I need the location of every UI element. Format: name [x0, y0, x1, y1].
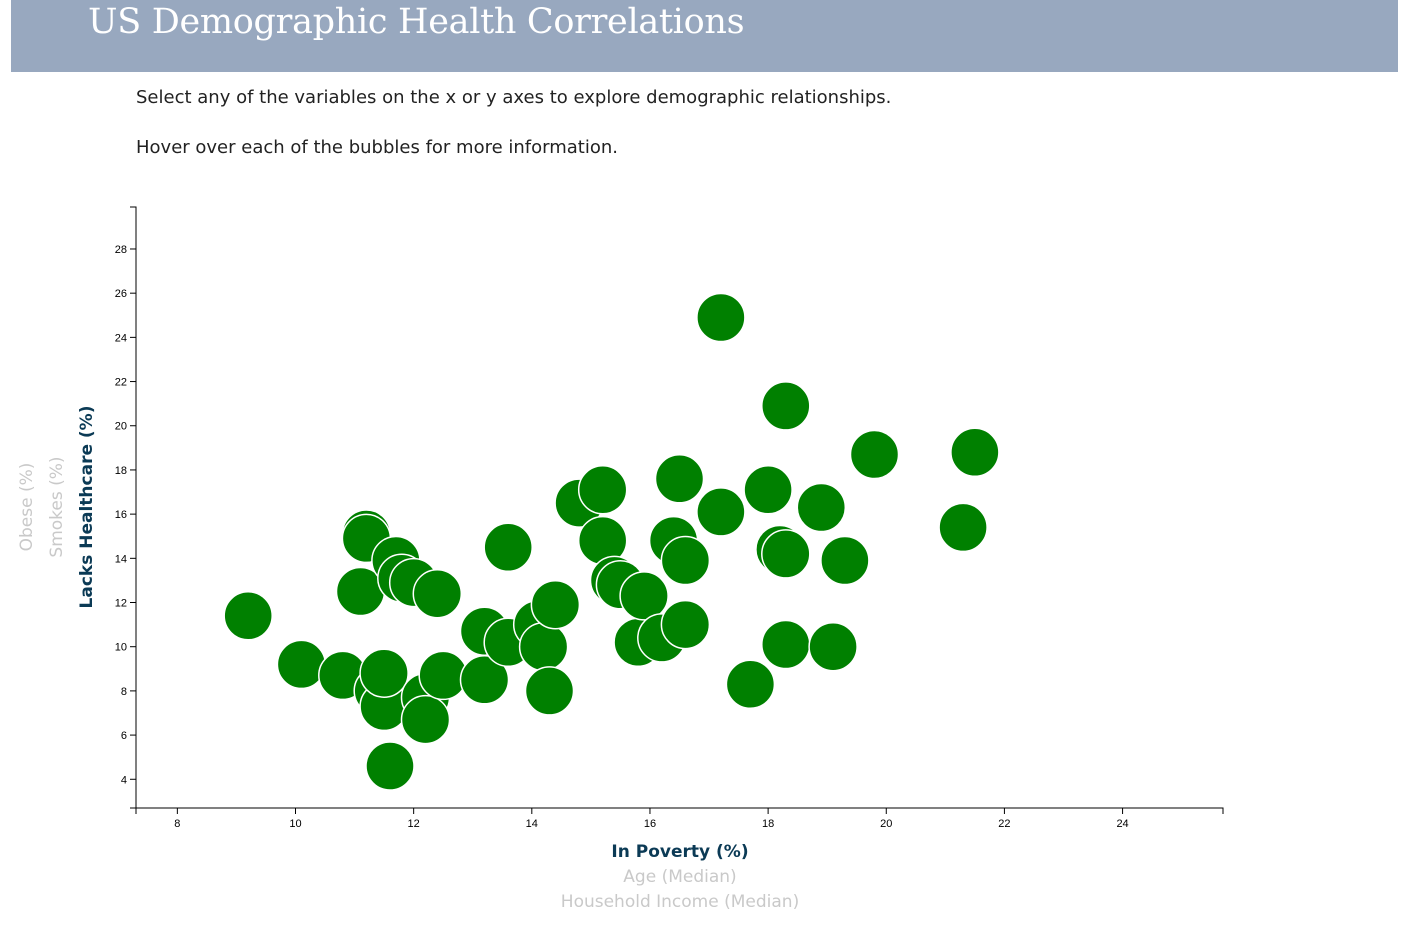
data-point[interactable] — [696, 292, 746, 343]
points-layer — [223, 292, 1000, 791]
x-axis-option[interactable]: In Poverty (%) — [611, 842, 748, 862]
y-tick-label: 16 — [115, 509, 127, 521]
data-point[interactable] — [743, 465, 793, 515]
x-axis-option[interactable]: Age (Median) — [623, 867, 736, 887]
intro-line-1: Select any of the variables on the x or … — [136, 87, 892, 108]
data-point[interactable] — [459, 655, 510, 705]
x-tick-label: 24 — [1116, 818, 1128, 830]
y-axis-labels: Lacks Healthcare (%) Smokes (%) Obese (%) — [17, 406, 97, 609]
y-tick-label: 10 — [115, 642, 127, 654]
x-axis: 8 10 12 14 16 18 20 22 24 — [135, 807, 1224, 830]
data-point[interactable] — [412, 568, 463, 619]
data-point[interactable] — [761, 619, 811, 670]
x-axis-option[interactable]: Household Income (Median) — [561, 892, 799, 912]
data-point[interactable] — [660, 599, 711, 650]
data-point[interactable] — [938, 502, 988, 553]
y-tick-label: 24 — [115, 332, 127, 344]
data-point[interactable] — [518, 621, 569, 672]
y-tick-label: 14 — [115, 553, 127, 565]
data-point[interactable] — [654, 454, 705, 504]
y-axis-line — [130, 206, 137, 809]
data-point[interactable] — [696, 487, 746, 537]
intro-line-2: Hover over each of the bubbles for more … — [136, 137, 619, 158]
data-point[interactable] — [849, 429, 900, 480]
data-point[interactable] — [418, 650, 468, 701]
y-tick-label: 28 — [115, 244, 127, 256]
data-point[interactable] — [950, 427, 1000, 478]
x-axis-labels: In Poverty (%) Age (Median) Household Inco… — [561, 842, 799, 912]
y-axis: 4 6 8 10 12 14 16 18 20 22 24 26 28 — [115, 206, 137, 809]
data-point[interactable] — [483, 522, 533, 573]
y-tick-label: 4 — [121, 774, 127, 786]
y-tick-label: 12 — [115, 598, 127, 610]
data-point[interactable] — [359, 648, 409, 698]
data-point[interactable] — [619, 571, 669, 621]
x-tick-label: 20 — [880, 818, 892, 830]
x-tick-label: 12 — [408, 818, 420, 830]
x-tick-label: 22 — [998, 818, 1010, 830]
data-point[interactable] — [660, 535, 711, 586]
data-point[interactable] — [276, 639, 327, 690]
y-tick-label: 6 — [121, 730, 127, 742]
data-point[interactable] — [725, 659, 776, 710]
y-tick-label: 26 — [115, 288, 127, 300]
y-tick-label: 20 — [115, 421, 127, 433]
page-title: US Demographic Health Correlations — [88, 2, 745, 42]
data-point[interactable] — [223, 591, 273, 641]
data-point[interactable] — [577, 465, 628, 515]
data-point[interactable] — [365, 741, 415, 791]
data-point[interactable] — [820, 535, 870, 586]
header-banner: US Demographic Health Correlations — [11, 0, 1398, 72]
y-axis-option[interactable]: Obese (%) — [17, 463, 37, 552]
data-point[interactable] — [524, 666, 575, 716]
data-point[interactable] — [400, 694, 451, 745]
x-tick-label: 14 — [526, 818, 538, 830]
x-tick-label: 16 — [644, 818, 656, 830]
y-tick-label: 8 — [121, 686, 127, 698]
y-axis-option[interactable]: Lacks Healthcare (%) — [77, 406, 97, 609]
x-tick-label: 18 — [762, 818, 774, 830]
y-tick-label: 22 — [115, 377, 127, 389]
y-tick-label: 18 — [115, 465, 127, 477]
data-point[interactable] — [761, 381, 811, 431]
x-tick-label: 8 — [174, 818, 180, 830]
data-point[interactable] — [761, 529, 811, 579]
x-axis-line — [135, 807, 1224, 814]
data-point[interactable] — [796, 482, 847, 533]
data-point[interactable] — [530, 579, 581, 630]
x-tick-label: 10 — [289, 818, 301, 830]
data-point[interactable] — [808, 621, 858, 672]
y-axis-option[interactable]: Smokes (%) — [47, 456, 67, 557]
